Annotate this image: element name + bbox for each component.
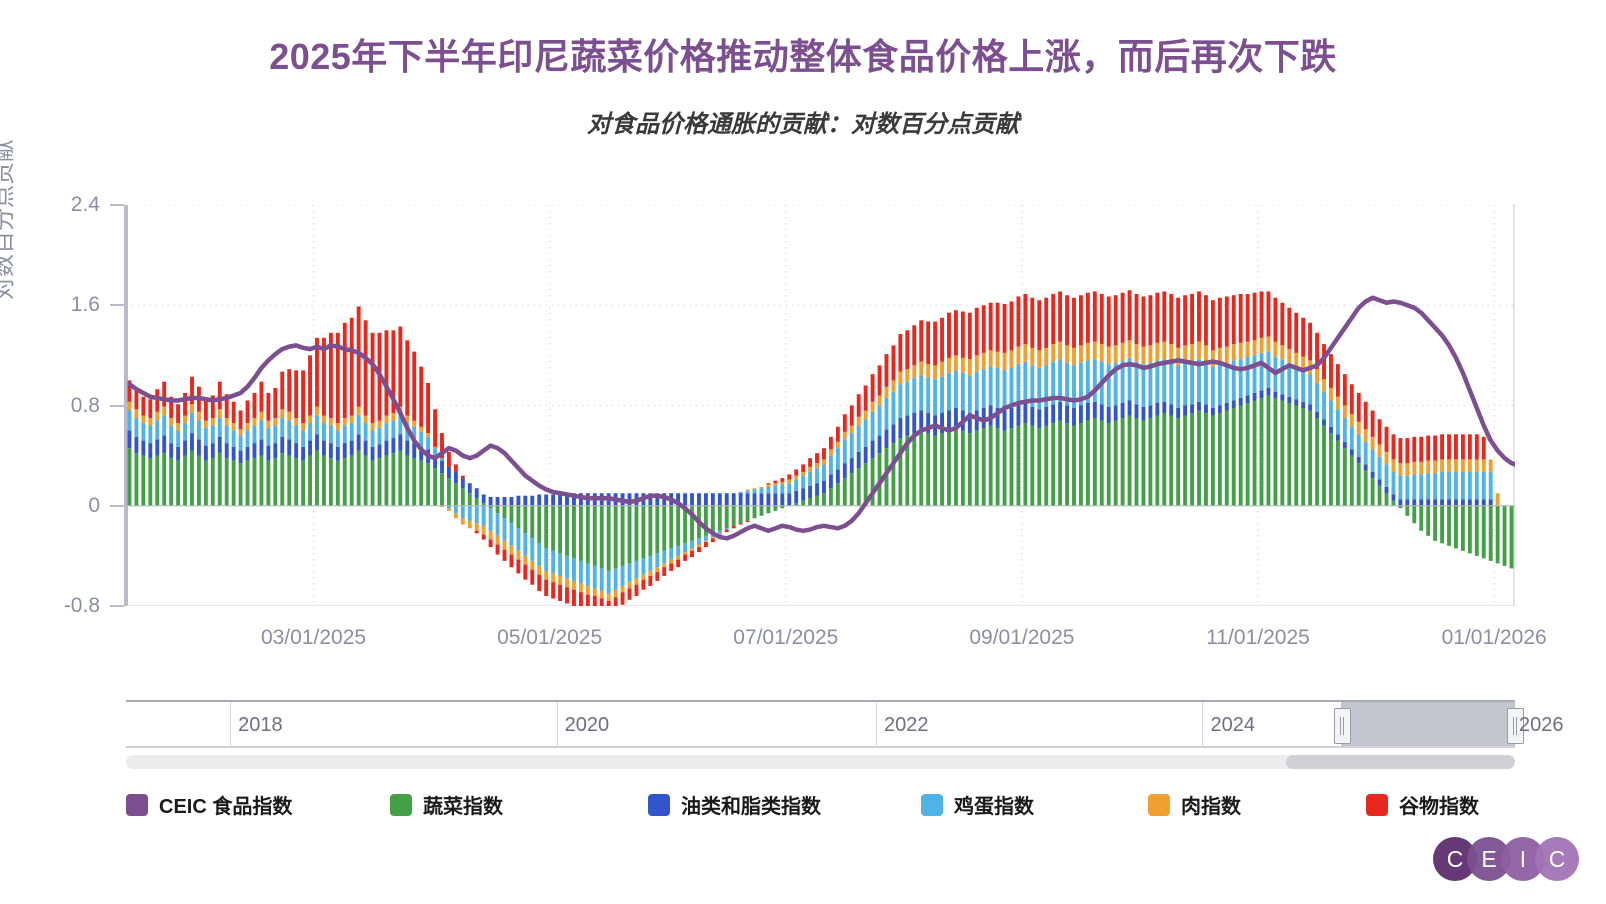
- plot-area: [126, 205, 1515, 606]
- logo-circle: [1535, 837, 1579, 881]
- logo-circle: [1433, 837, 1477, 881]
- legend-swatch-icon: [1366, 793, 1388, 816]
- range-bottom-border: [126, 746, 1515, 748]
- legend-item-3[interactable]: 油类和脂类指数: [648, 790, 821, 819]
- chart-plot-svg: [126, 205, 1515, 606]
- logo-circle: [1467, 837, 1511, 881]
- range-handle-left[interactable]: [1334, 708, 1352, 744]
- legend-item-5[interactable]: 肉指数: [1148, 790, 1241, 819]
- legend-swatch-icon: [921, 793, 943, 816]
- y-tick-mark: [110, 204, 124, 206]
- range-tick-mark: [230, 702, 232, 746]
- legend-label: CEIC 食品指数: [159, 796, 293, 818]
- legend-label: 蔬菜指数: [423, 796, 503, 818]
- range-selection[interactable]: [1341, 702, 1515, 746]
- bar-group: [127, 290, 1514, 606]
- y-tick-label: 0.8: [70, 393, 100, 417]
- x-tick-label: 05/01/2025: [497, 626, 603, 649]
- ceic-food-index-line: [127, 295, 1515, 541]
- logo-letter: C: [1549, 846, 1566, 872]
- legend-swatch-icon: [126, 793, 148, 816]
- range-tick-label: 2020: [564, 714, 610, 736]
- y-tick-mark: [110, 504, 124, 507]
- range-tick-label: 2024: [1210, 714, 1255, 736]
- y-tick-mark: [110, 605, 124, 607]
- y-tick-label: 1.6: [70, 293, 100, 317]
- range-tick-mark: [1202, 702, 1204, 746]
- y-tick-label: -0.8: [63, 594, 100, 617]
- chart-legend: CEIC 食品指数 蔬菜指数 油类和脂类指数 鸡蛋指数 肉指数 谷物指数: [126, 790, 1515, 824]
- y-tick-mark: [110, 304, 124, 307]
- logo-letter: E: [1481, 846, 1496, 872]
- scrollbar-thumb[interactable]: [1285, 755, 1515, 769]
- range-selector[interactable]: 2018 2020 2022 2024 2026: [126, 700, 1564, 748]
- legend-item-4[interactable]: 鸡蛋指数: [921, 790, 1034, 819]
- y-tick-label: 0: [88, 493, 100, 517]
- legend-label: 油类和脂类指数: [681, 796, 821, 818]
- range-tick-label: 2022: [884, 714, 929, 736]
- range-tick-label: 2018: [238, 714, 283, 736]
- x-tick-label: 11/01/2025: [1206, 626, 1310, 649]
- range-tick-mark: [556, 702, 558, 746]
- logo-letter: C: [1447, 846, 1464, 872]
- range-top-border: [126, 700, 1515, 702]
- legend-label: 肉指数: [1181, 796, 1241, 818]
- y-tick-mark: [110, 404, 124, 407]
- range-handle-right[interactable]: [1507, 708, 1524, 744]
- logo-circle: [1501, 837, 1545, 881]
- legend-swatch-icon: [1148, 793, 1170, 816]
- y-axis-label: 对数百分点贡献: [0, 139, 16, 300]
- legend-label: 谷物指数: [1399, 796, 1479, 818]
- x-tick-label: 09/01/2025: [969, 626, 1075, 649]
- x-tick-label: 01/01/2026: [1441, 626, 1547, 649]
- y-tick-label: 2.4: [70, 193, 100, 216]
- x-tick-label: 03/01/2025: [260, 626, 367, 649]
- range-end-label: 2026: [1519, 714, 1564, 736]
- legend-item-6[interactable]: 谷物指数: [1366, 790, 1479, 819]
- y-axis-line: [124, 205, 126, 606]
- chart-title: 2025年下半年印尼蔬菜价格推动整体食品价格上涨，而后再次下跌: [269, 36, 1337, 77]
- horizontal-scrollbar[interactable]: [126, 755, 1515, 769]
- x-tick-label: 07/01/2025: [733, 626, 839, 649]
- legend-label: 鸡蛋指数: [954, 796, 1034, 818]
- legend-item-2[interactable]: 蔬菜指数: [390, 790, 503, 819]
- legend-swatch-icon: [648, 793, 670, 816]
- legend-item-1[interactable]: CEIC 食品指数: [126, 790, 292, 819]
- chart-subtitle: 对食品价格通胀的贡献：对数百分点贡献: [587, 111, 1019, 138]
- logo-letter: I: [1520, 846, 1526, 872]
- legend-swatch-icon: [390, 793, 412, 816]
- range-tick-mark: [876, 702, 878, 746]
